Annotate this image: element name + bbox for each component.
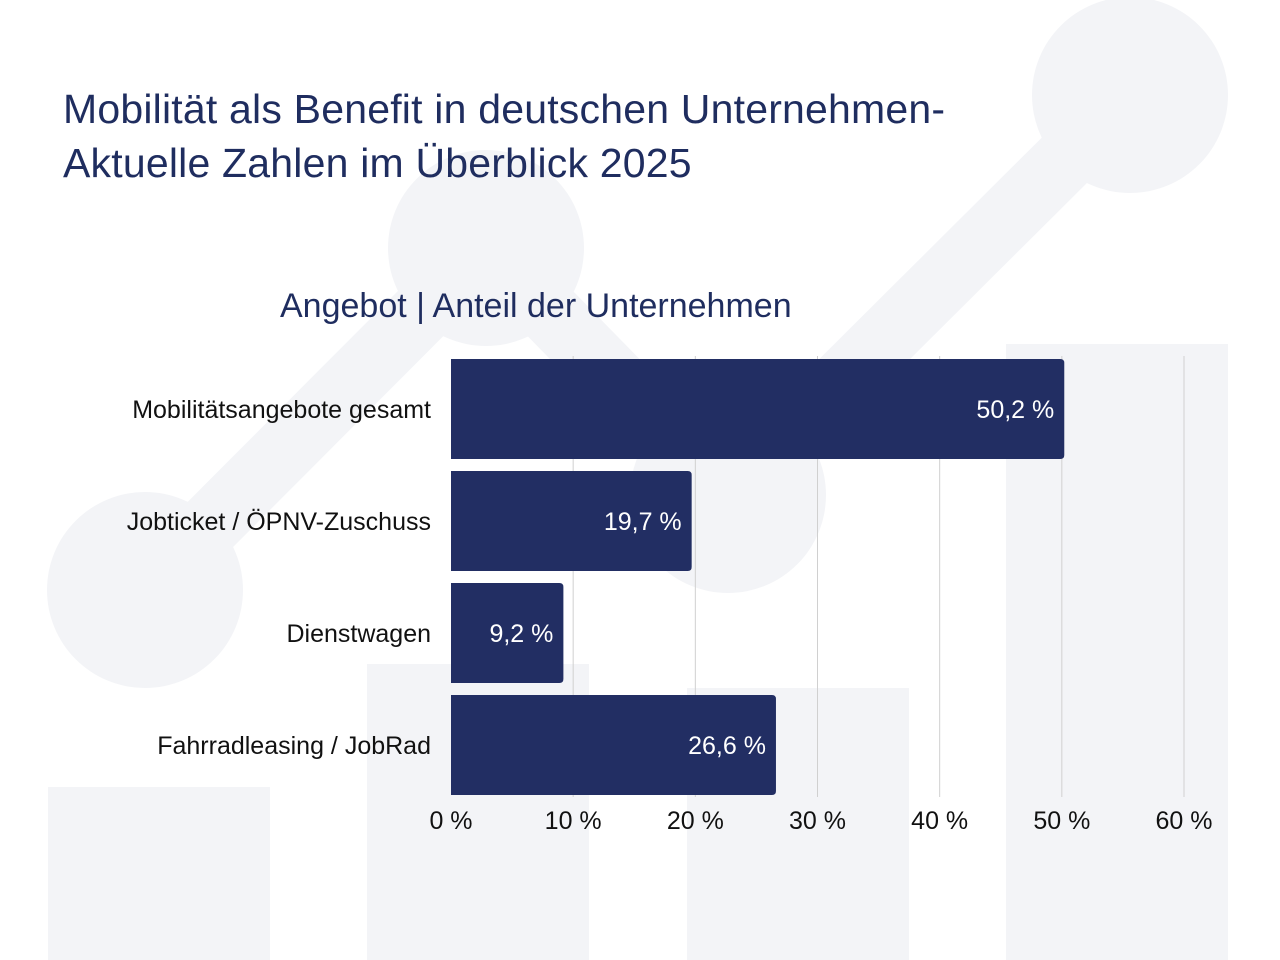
x-tick-label: 10 % [545,807,602,835]
bars [451,359,1065,795]
category-label: Jobticket / ÖPNV-Zuschuss [127,508,431,536]
data-label: 26,6 % [688,732,766,760]
bar [451,695,776,795]
category-label: Fahrradleasing / JobRad [157,732,431,760]
category-labels: Mobilitätsangebote gesamt Jobticket / ÖPN… [127,396,431,760]
data-label: 50,2 % [976,396,1054,424]
data-label: 19,7 % [604,508,682,536]
page-title-line-2: Aktuelle Zahlen im Überblick 2025 [63,140,692,186]
bar [451,359,1065,459]
category-label: Mobilitätsangebote gesamt [132,396,431,424]
x-axis-ticks: 0 % 10 % 20 % 30 % 40 % 50 % 60 % [429,807,1212,835]
bar [451,583,564,683]
x-tick-label: 0 % [429,807,472,835]
chart-title: Angebot | Anteil der Unternehmen [280,287,792,325]
x-tick-label: 60 % [1156,807,1213,835]
value-labels: 50,2 % 19,7 % 9,2 % 26,6 % [489,396,1054,760]
x-tick-label: 40 % [911,807,968,835]
page-title: Mobilität als Benefit in deutschen Unter… [63,82,945,190]
category-label: Dienstwagen [286,620,431,648]
data-label: 9,2 % [489,620,553,648]
x-tick-label: 20 % [667,807,724,835]
page-title-line-1: Mobilität als Benefit in deutschen Unter… [63,86,946,132]
x-tick-label: 30 % [789,807,846,835]
x-tick-label: 50 % [1033,807,1090,835]
bar [451,471,692,571]
